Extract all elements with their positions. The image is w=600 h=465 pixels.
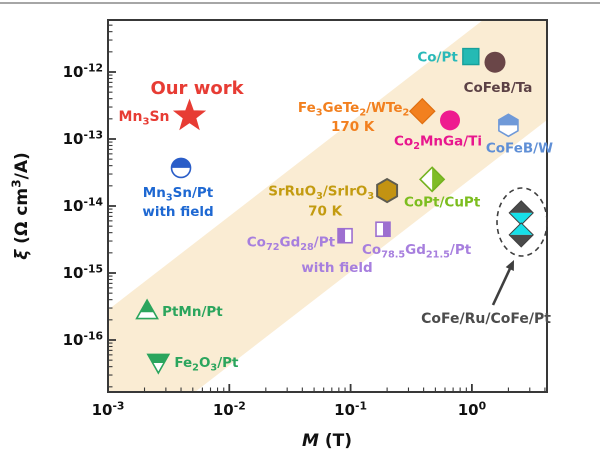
diamond-marker-icon <box>408 97 436 125</box>
point-cofe-ru-cofe-pt-upper <box>508 200 534 226</box>
y-tick-label: 10-16 <box>63 329 103 349</box>
circle-marker-icon <box>440 110 461 131</box>
point-cofe-ru-cofe-pt-lower <box>508 222 534 248</box>
point-mn3sn-our-work: Mn3Sn <box>119 98 207 131</box>
circle-marker-icon <box>484 51 506 73</box>
square-outline <box>375 221 391 238</box>
circle-top-half <box>171 158 191 168</box>
y-tick-label: 10-15 <box>63 262 103 282</box>
square-half-fill <box>383 222 391 237</box>
point-co78-5gd21-5-pt-with-field: Co78.5Gd21.5/Pt <box>362 221 472 261</box>
diamond-outline <box>508 222 534 248</box>
y-tick-label: 10-14 <box>63 195 104 215</box>
point-label: CoFeB/Ta <box>464 80 533 96</box>
point-label: Fe3GeTe2/WTe2 <box>298 100 409 119</box>
hexagon-marker-icon <box>376 177 399 204</box>
point-label: Co/Pt <box>417 50 458 66</box>
x-tick-label: 10-2 <box>213 399 246 419</box>
point-label: CoPt/CuPt <box>404 194 481 210</box>
point-label: with field <box>142 204 213 220</box>
point-cofeb-w: CoFeB/W <box>486 113 553 156</box>
diamond-bottom-half <box>509 212 534 225</box>
x-tick-label: 10-1 <box>334 399 367 419</box>
point-label: Mn3Sn <box>119 109 170 128</box>
point-co72gd28-pt-with-field: Co72Gd28/Pt <box>247 227 353 254</box>
x-tick-label: 10-3 <box>92 399 125 419</box>
callout-arrow <box>491 265 513 306</box>
point-fe2o3-pt: Fe2O3/Pt <box>146 353 239 375</box>
top-divider <box>0 2 600 4</box>
x-axis-title: M (T) <box>302 431 352 451</box>
hexagon-outline <box>498 113 519 138</box>
point-co-pt: Co/Pt <box>417 47 480 66</box>
triangle-outline <box>135 298 159 320</box>
diamond-outline <box>418 166 446 193</box>
square-half-fill <box>338 228 346 243</box>
square-outline <box>337 227 353 244</box>
y-tick-label: 10-13 <box>63 128 103 148</box>
diamond-marker-icon <box>509 200 534 213</box>
point-label: Fe2O3/Pt <box>174 355 239 374</box>
diamond-right-half <box>432 167 445 192</box>
diamond-marker-icon <box>509 222 534 235</box>
point-label: PtMn/Pt <box>162 304 223 320</box>
point-copt-cupt: CoPt/CuPt <box>404 166 481 210</box>
diamond-bottom-half <box>509 234 534 247</box>
y-tick-label: 10-12 <box>63 61 103 81</box>
x-tick-label: 100 <box>458 399 486 419</box>
axis-ticks <box>107 24 546 392</box>
point-label: Co2MnGa/Ti <box>394 133 482 152</box>
annotation-with-field-shared: with field <box>301 260 372 276</box>
star-marker-icon <box>172 98 207 131</box>
triangle-top-fill <box>147 354 169 363</box>
point-label: Co72Gd28/Pt <box>247 235 336 254</box>
callout-group <box>491 187 548 306</box>
y-tick-labels: 10-12 10-13 10-14 10-15 10-16 <box>63 61 104 349</box>
point-label: SrRuO3/SrIrO3 <box>268 184 374 203</box>
square-marker-icon <box>462 47 480 66</box>
triangle-top-fill <box>140 300 155 313</box>
y-axis-title: ξ (Ω cm3/A) <box>10 152 32 260</box>
point-ptmn-pt: PtMn/Pt <box>135 298 223 320</box>
annotation-cofe-ru-label: CoFe/Ru/CoFe/Pt <box>421 311 551 327</box>
dashed-ellipse <box>496 187 548 257</box>
point-label: CoFeB/W <box>486 140 553 156</box>
annotation-our-work: Our work <box>150 78 244 99</box>
point-co2mnga-ti: Co2MnGa/Ti <box>394 110 482 152</box>
point-label: Co78.5Gd21.5/Pt <box>362 242 472 261</box>
arrow-head-icon <box>505 260 514 271</box>
point-label: 170 K <box>331 119 375 135</box>
point-cofeb-ta: CoFeB/Ta <box>464 51 533 96</box>
circle-outline <box>170 157 192 179</box>
x-tick-labels: 10-3 10-2 10-1 100 <box>92 399 487 419</box>
point-label: 70 K <box>308 204 342 220</box>
triangle-outline <box>146 353 171 375</box>
trend-band <box>108 20 547 392</box>
point-label: Mn3Sn/Pt <box>143 185 214 204</box>
